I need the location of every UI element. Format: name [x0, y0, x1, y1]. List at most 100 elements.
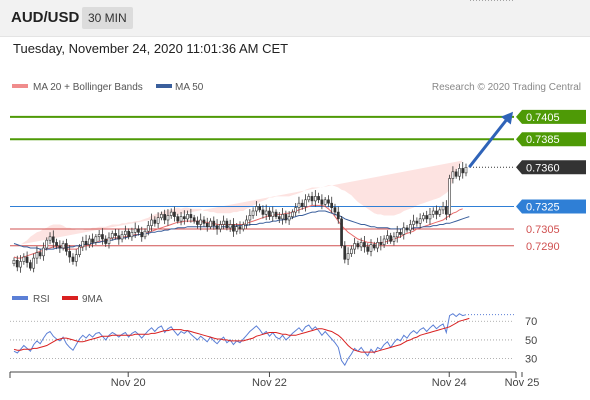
- candle-body: [438, 209, 442, 215]
- candle-body: [290, 211, 294, 217]
- candle-body: [258, 206, 262, 211]
- candle-body: [271, 211, 275, 217]
- candle-body: [340, 218, 343, 247]
- candle-body: [15, 259, 19, 268]
- candle-body: [160, 214, 163, 219]
- candle-body: [369, 244, 373, 252]
- candle-body: [199, 219, 203, 225]
- candle-body: [209, 220, 212, 228]
- candle-body: [143, 230, 147, 238]
- candle-body: [81, 241, 85, 248]
- candle-body: [156, 217, 160, 224]
- candle-body: [179, 216, 183, 222]
- candle-body: [277, 216, 281, 220]
- candle-body: [402, 227, 406, 235]
- candle-body: [228, 224, 232, 229]
- candle-body: [425, 215, 429, 220]
- ma50-legend-swatch: [156, 84, 172, 88]
- x-axis: Nov 20 Nov 22 Nov 24 Nov 25: [9, 371, 539, 389]
- candle-body: [415, 220, 419, 224]
- candle-body: [458, 168, 461, 177]
- candle-body: [215, 225, 219, 230]
- candle-body: [137, 228, 140, 233]
- candle-body: [294, 207, 298, 213]
- rsi-series-RSI: [13, 313, 467, 367]
- header-bar: AUD/USD 30 MIN: [0, 0, 590, 37]
- candle-body: [127, 230, 130, 238]
- candle-body: [225, 220, 229, 229]
- candle-body: [343, 245, 347, 260]
- candle-body: [330, 202, 334, 208]
- candle-body: [133, 228, 137, 233]
- candle-body: [336, 211, 340, 220]
- candle-body: [441, 206, 445, 211]
- rsi-pane: 70 50 30: [10, 313, 537, 367]
- candle-body: [274, 211, 278, 217]
- candle-body: [55, 242, 58, 247]
- candle-body: [399, 232, 402, 235]
- candle-body: [379, 242, 383, 245]
- candle-body: [130, 232, 134, 238]
- candle-body: [261, 209, 265, 215]
- timeframe-badge[interactable]: 30 MIN: [82, 7, 133, 29]
- candle-body: [382, 238, 386, 245]
- ma20-legend-label: MA 20 + Bollinger Bands: [33, 82, 143, 93]
- bollinger-band-area: [14, 160, 463, 246]
- candle-body: [117, 235, 121, 240]
- level-label-0.7405: 0.7405: [526, 112, 560, 124]
- candle-body: [241, 224, 245, 230]
- candle-body: [205, 223, 209, 228]
- candle-body: [68, 251, 71, 258]
- candle-body: [107, 237, 111, 244]
- candle-body: [163, 214, 167, 221]
- candle-body: [366, 246, 370, 252]
- candle-body: [323, 199, 327, 205]
- candle-body: [297, 202, 301, 208]
- candle-body: [353, 243, 357, 250]
- candle-body: [84, 241, 88, 246]
- candle-body: [12, 259, 16, 264]
- candle-body: [146, 225, 150, 232]
- candle-body: [189, 214, 193, 219]
- rsi-ma-legend-swatch: [62, 296, 78, 300]
- candle-body: [25, 256, 29, 263]
- candle-body: [71, 256, 75, 262]
- candle-body: [255, 206, 258, 212]
- candle-body: [78, 246, 81, 255]
- rsi-tick-label: 30: [525, 354, 537, 366]
- candle-body: [248, 215, 252, 221]
- candle-body: [349, 248, 353, 254]
- candle-body: [173, 211, 176, 217]
- candle-body: [428, 214, 432, 220]
- candle-body: [435, 210, 438, 215]
- candle-body: [395, 232, 399, 238]
- level-label-0.7385: 0.7385: [526, 134, 560, 146]
- candle-body: [356, 243, 360, 248]
- candle-body: [300, 202, 304, 207]
- candle-body: [110, 233, 114, 239]
- x-tick-label: Nov 20: [111, 377, 146, 389]
- candle-body: [304, 199, 307, 207]
- candle-body: [284, 214, 288, 221]
- candle-body: [307, 196, 311, 201]
- candle-body: [317, 196, 320, 201]
- level-label-0.7305: 0.7305: [526, 224, 560, 236]
- candle-body: [28, 262, 32, 269]
- candle-body: [281, 214, 284, 220]
- candle-body: [245, 219, 248, 225]
- candle-body: [235, 226, 239, 232]
- price-pane: 0.7405 0.7385 0.7360 0.7325 0.7305 0.7290: [10, 0, 586, 273]
- candle-body: [251, 210, 255, 216]
- x-tick-label: Nov 22: [252, 377, 287, 389]
- candle-body: [176, 216, 180, 222]
- candle-body: [35, 252, 39, 259]
- symbol-title: AUD/USD: [11, 9, 80, 26]
- candle-body: [94, 236, 98, 243]
- candle-body: [444, 206, 448, 215]
- candle-body: [219, 224, 222, 230]
- candle-body: [61, 243, 65, 249]
- ma20-legend-swatch: [12, 84, 28, 88]
- candle-body: [212, 220, 216, 226]
- candle-body: [38, 252, 42, 257]
